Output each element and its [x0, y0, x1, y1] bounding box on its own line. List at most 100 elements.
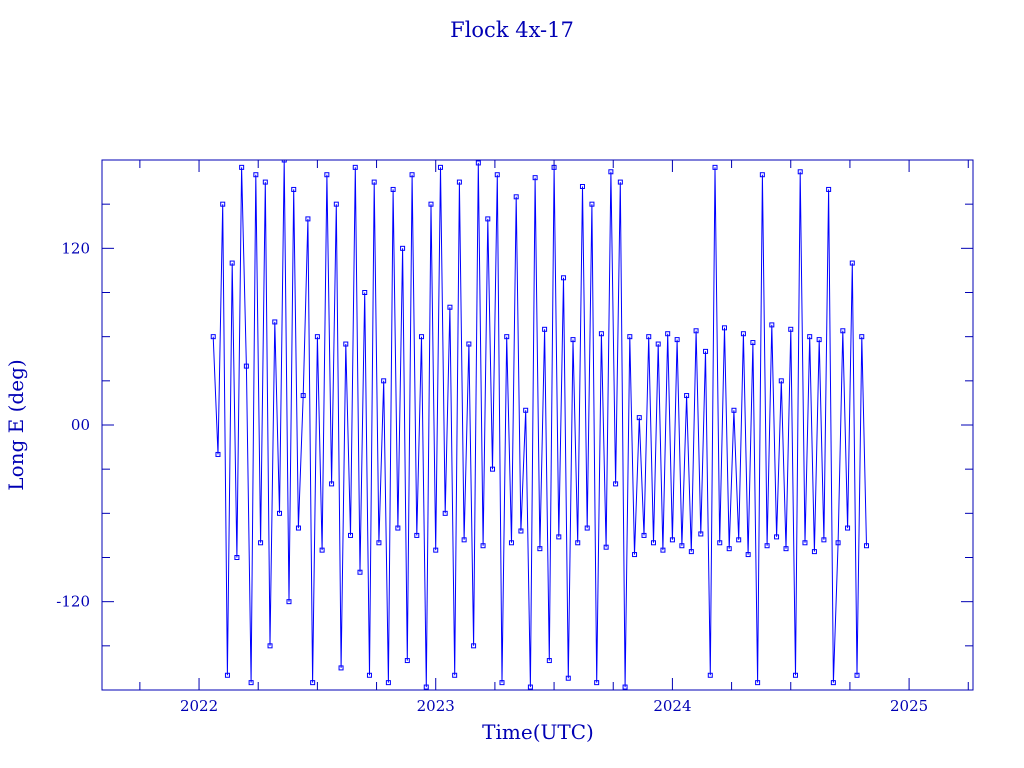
- data-point: [310, 680, 316, 686]
- data-point: [646, 334, 652, 340]
- data-point: [258, 540, 264, 546]
- data-point: [390, 186, 396, 192]
- data-point: [485, 216, 491, 222]
- data-point: [499, 680, 505, 686]
- data-point: [243, 363, 249, 369]
- data-point: [707, 672, 713, 678]
- data-point: [456, 179, 462, 185]
- data-point: [736, 537, 742, 543]
- data-point: [594, 680, 600, 686]
- data-point: [617, 179, 623, 185]
- data-point: [305, 216, 311, 222]
- data-point: [366, 672, 372, 678]
- data-point: [333, 201, 339, 207]
- data-point: [622, 684, 628, 690]
- data-point: [314, 334, 320, 340]
- data-point: [755, 680, 761, 686]
- data-point: [281, 160, 287, 163]
- y-tick-label: 00: [71, 416, 90, 434]
- data-point: [442, 510, 448, 516]
- data-point: [826, 186, 832, 192]
- data-point: [480, 543, 486, 549]
- data-point: [381, 378, 387, 384]
- data-point: [783, 546, 789, 552]
- data-point: [400, 245, 406, 251]
- data-point: [561, 275, 567, 281]
- data-point: [504, 334, 510, 340]
- data-point: [414, 532, 420, 538]
- data-point: [513, 194, 519, 200]
- data-point: [859, 334, 865, 340]
- data-point: [215, 451, 221, 457]
- data-point: [802, 540, 808, 546]
- plot-frame: [101, 159, 974, 691]
- data-point: [845, 525, 851, 531]
- data-point: [655, 341, 661, 347]
- data-point: [830, 680, 836, 686]
- data-point: [385, 680, 391, 686]
- data-point: [433, 547, 439, 553]
- data-point: [632, 552, 638, 558]
- data-point: [740, 331, 746, 337]
- x-tick-label: 2025: [890, 697, 928, 715]
- data-point: [494, 172, 500, 178]
- data-point: [613, 481, 619, 487]
- data-point: [452, 672, 458, 678]
- series-line: [212, 160, 867, 688]
- data-point: [811, 549, 817, 555]
- data-point: [404, 658, 410, 664]
- data-point: [461, 537, 467, 543]
- data-point: [253, 172, 259, 178]
- data-point: [234, 555, 240, 560]
- data-point: [300, 393, 306, 399]
- data-point: [518, 528, 524, 534]
- data-point: [821, 537, 827, 543]
- data-point: [712, 164, 718, 170]
- data-point: [565, 675, 571, 681]
- data-point: [527, 684, 533, 690]
- data-point: [745, 552, 751, 558]
- data-point: [731, 407, 737, 413]
- data-point: [792, 672, 798, 678]
- data-point: [679, 543, 685, 549]
- data-point: [764, 543, 770, 549]
- data-point: [584, 525, 590, 531]
- data-point: [423, 684, 429, 690]
- data-point: [546, 658, 552, 664]
- data-point: [849, 260, 855, 266]
- x-tick-label: 2022: [180, 697, 218, 715]
- chart-title: Flock 4x-17: [450, 18, 574, 42]
- data-point: [726, 546, 732, 552]
- data-point: [693, 328, 699, 334]
- data-point: [352, 164, 358, 170]
- data-point: [778, 378, 784, 384]
- data-point: [508, 540, 514, 546]
- data-point: [703, 348, 709, 354]
- series-group: [210, 160, 869, 690]
- data-point: [437, 164, 443, 170]
- data-point: [717, 540, 723, 546]
- data-point: [835, 540, 841, 546]
- x-axis-label: Time(UTC): [482, 720, 594, 744]
- data-point: [362, 290, 368, 295]
- data-point: [262, 179, 268, 185]
- data-point: [220, 201, 226, 207]
- data-point: [627, 334, 633, 340]
- data-point: [338, 665, 344, 671]
- data-point: [239, 164, 245, 170]
- data-point: [575, 540, 581, 546]
- data-point: [721, 325, 727, 331]
- y-tick-label: -120: [56, 593, 90, 611]
- data-point: [357, 569, 363, 575]
- data-point: [698, 531, 704, 537]
- y-axis-label: Long E (deg): [4, 359, 28, 490]
- data-point: [854, 672, 860, 678]
- data-point: [608, 169, 614, 175]
- data-point: [324, 172, 330, 178]
- data-point: [343, 341, 349, 347]
- data-point: [641, 532, 647, 538]
- plot-area: [210, 160, 869, 690]
- data-point: [395, 525, 401, 531]
- data-point: [816, 337, 822, 343]
